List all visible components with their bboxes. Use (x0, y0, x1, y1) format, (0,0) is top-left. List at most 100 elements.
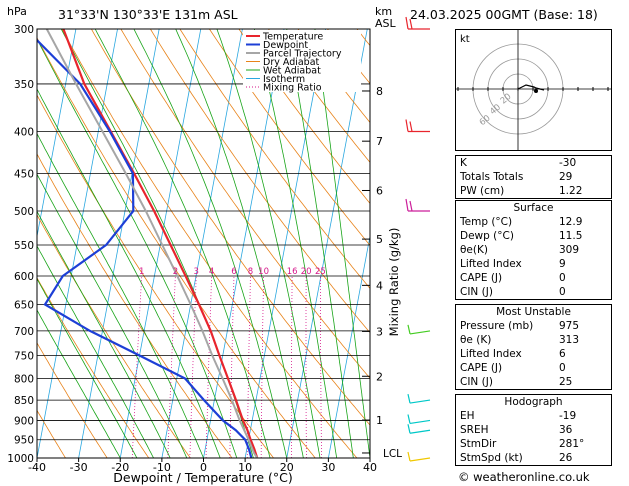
hodograph-param-label: EH (460, 410, 475, 422)
wind-barb (405, 198, 430, 212)
index-value: -30 (559, 157, 577, 169)
surface-row: θe(K) 309 (456, 243, 611, 257)
surface-value: 0 (559, 272, 566, 284)
hodograph-param-value: -19 (559, 410, 577, 422)
surface-label: CIN (J) (460, 286, 493, 298)
most-unstable-panel: Most Unstable Pressure (mb) 975 θe (K) 313 L… (455, 304, 612, 390)
surface-panel: Surface Temp (°C) 12.9 Dewp (°C) 11.5 θe(K) 3… (455, 200, 612, 300)
x-axis-title: Dewpoint / Temperature (°C) (113, 470, 292, 485)
pressure-tick-label: 1000 (7, 453, 34, 465)
hodograph-param-row: StmDir 281° (456, 437, 611, 451)
pressure-tick-label: 750 (14, 350, 34, 362)
hodograph-param-value: 26 (559, 452, 573, 464)
dry-adiabat-line (238, 29, 370, 204)
parcel-trajectory-line (45, 29, 259, 458)
surface-label: CAPE (J) (460, 272, 503, 284)
surface-row: Temp (°C) 12.9 (456, 215, 611, 229)
wind-barb (407, 424, 431, 434)
surface-label: Temp (°C) (460, 216, 513, 228)
plot-area (37, 29, 370, 458)
wet-adiabat-line (37, 88, 221, 458)
hodograph-ring-label: 60 (478, 113, 493, 128)
pressure-tick-label: 650 (14, 300, 34, 312)
surface-label: Lifted Index (460, 258, 522, 270)
barb-flag (407, 324, 411, 335)
pressure-tick-label: 600 (14, 271, 34, 283)
wet-adiabat-line (37, 38, 238, 458)
barb-flag (407, 451, 411, 462)
hodograph-trace (517, 84, 545, 91)
datetime: 24.03.2025 00GMT (Base: 18) (410, 7, 598, 22)
isotherm-line (203, 29, 285, 458)
most-unstable-row: CAPE (J) 0 (456, 361, 611, 375)
hodograph-ring-label: 40 (488, 103, 503, 118)
surface-value: 9 (559, 258, 566, 270)
index-label: Totals Totals (460, 171, 524, 183)
copyright: © weatheronline.co.uk (458, 470, 590, 484)
dewpoint-line (37, 38, 253, 458)
pressure-tick-label: 800 (14, 373, 34, 385)
mixing-ratio-label: 25 (315, 267, 326, 277)
pressure-tick-label: 450 (14, 168, 34, 180)
wind-barb (405, 16, 430, 30)
x-tick-label: 30 (321, 461, 335, 474)
most-unstable-value: 25 (559, 376, 573, 388)
most-unstable-value: 6 (559, 348, 566, 360)
most-unstable-value: 313 (559, 334, 580, 346)
km-tick-label: 3 (376, 325, 383, 338)
x-tick-label: 20 (280, 461, 294, 474)
isotherm-line (286, 29, 368, 458)
km-tick-label: 2 (376, 370, 383, 383)
dry-adiabat-line (37, 409, 66, 458)
surface-value: 309 (559, 244, 580, 256)
barb-flag (409, 18, 413, 30)
hodograph-ring-label: 20 (499, 92, 514, 107)
km-tick-label: 8 (376, 85, 383, 98)
mixing-ratio-label: 20 (301, 267, 312, 277)
surface-row: CIN (J) 0 (456, 285, 611, 299)
pressure-axis: 300 350 400 450 500 550 600 650 700 750 800 850 900 9… (7, 24, 34, 465)
isotherm-line (161, 29, 243, 458)
pressure-tick-label: 400 (14, 127, 34, 139)
location-title: 31°33'N 130°33'E 131m ASL (58, 7, 238, 22)
x-tick-label: -20 (111, 461, 129, 474)
surface-title: Surface (513, 202, 554, 214)
barb-flag (409, 121, 413, 132)
mixing-ratio-label: 1 (139, 267, 144, 277)
hodograph-param-value: 36 (559, 424, 573, 436)
mixing-ratio-label: 4 (209, 267, 214, 277)
km-axis: 1 2 3 4 5 6 7 8 LCL (362, 85, 402, 460)
pressure-tick-label: 350 (14, 79, 34, 91)
km-tick-label: 4 (376, 279, 383, 292)
isotherm-line (37, 29, 118, 458)
x-tick-label: 40 (363, 461, 377, 474)
hodograph-param-row: SREH 36 (456, 423, 611, 437)
dry-adiabat-line (209, 29, 370, 246)
most-unstable-value: 975 (559, 320, 580, 332)
most-unstable-row: CIN (J) 25 (456, 375, 611, 389)
surface-label: Dewp (°C) (460, 230, 514, 242)
hpa-label: hPa (7, 5, 27, 18)
index-value: 1.22 (559, 185, 583, 197)
barb-flag (407, 414, 411, 424)
indices-panel: K -30 Totals Totals 29 PW (cm) 1.22 (455, 155, 612, 199)
wind-barb (407, 393, 431, 404)
surface-value: 12.9 (559, 216, 583, 228)
legend-label: Parcel Trajectory (263, 49, 342, 60)
dry-adiabat-line (179, 29, 370, 290)
hodograph-param-row: StmSpd (kt) 26 (456, 451, 611, 465)
mixing-ratio-line (291, 276, 293, 458)
mixing-ratio-label: 8 (248, 267, 253, 277)
surface-value: 11.5 (559, 230, 583, 242)
hodograph-param-row: EH -19 (456, 409, 611, 423)
index-label: PW (cm) (460, 185, 505, 197)
temperature-axis: -40 -30 -20 -10 0 10 20 30 40 (28, 458, 377, 474)
most-unstable-row: θe (K) 313 (456, 333, 611, 347)
mixing-ratio-label: 2 (173, 267, 178, 277)
wet-adiabat-line (37, 309, 121, 458)
wind-barb (407, 451, 431, 462)
barb-staff (409, 429, 431, 434)
most-unstable-value: 0 (559, 362, 566, 374)
